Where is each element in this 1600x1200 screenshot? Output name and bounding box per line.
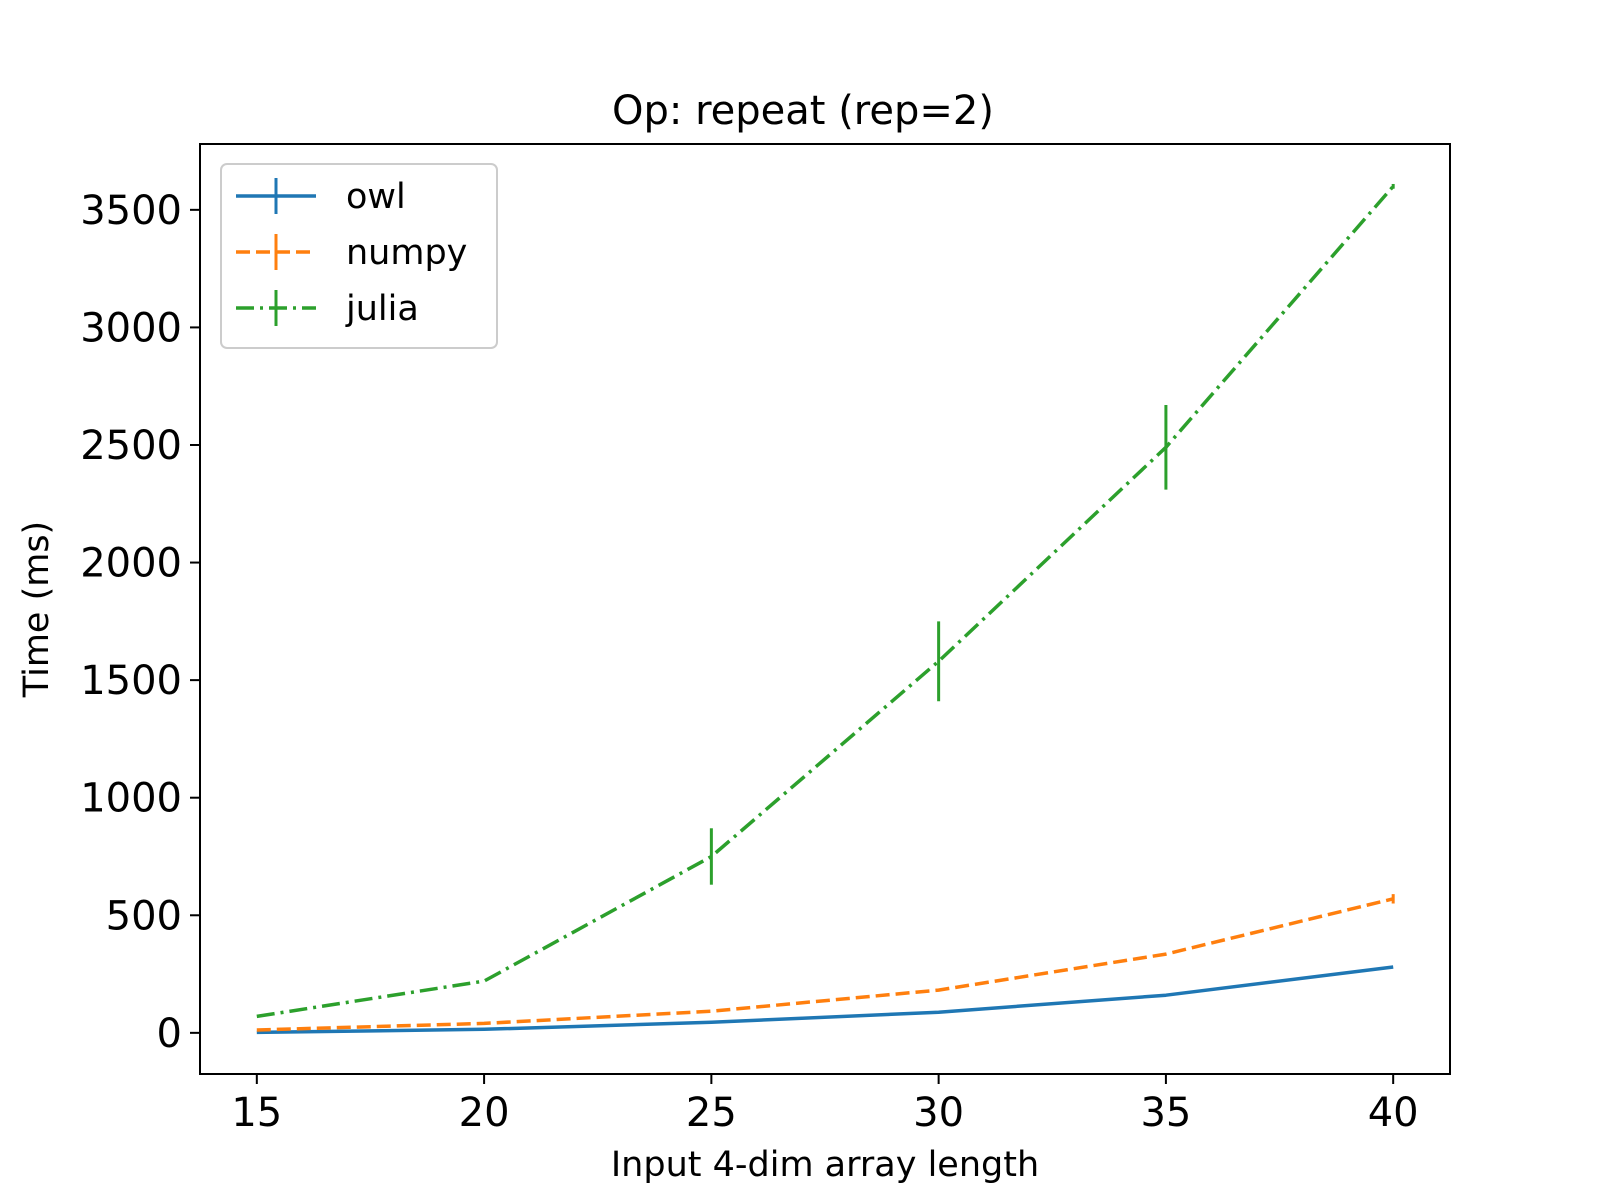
series-layer [256,183,1395,1035]
y-tick-label: 3500 [80,188,182,234]
x-tick-label: 40 [1368,1090,1419,1136]
y-axis-label: Time (ms) [17,521,57,698]
plot-frame [199,143,1451,1075]
series-line-owl [256,965,1394,1035]
legend-label-owl: owl [346,177,406,217]
y-axis-ticks: 0 500 1000 1500 2000 2500 3000 3500 [80,188,200,1057]
x-tick-label: 20 [459,1090,510,1136]
y-tick-label: 1000 [80,776,182,822]
x-tick-label: 25 [686,1090,737,1136]
series-owl [256,965,1394,1035]
y-tick-label: 0 [157,1011,182,1057]
x-axis-ticks: 15 20 25 30 35 40 [231,1074,1419,1136]
legend-label-julia: julia [345,289,419,329]
y-tick-label: 1500 [80,658,182,704]
legend-label-numpy: numpy [346,233,467,273]
y-tick-label: 2000 [80,541,182,587]
legend: owl numpy julia [220,163,498,349]
series-line-julia [256,185,1395,1019]
legend-box [220,163,498,349]
y-tick-label: 3000 [80,305,182,351]
y-tick-label: 500 [106,893,182,939]
series-line-numpy [256,897,1394,1032]
x-axis-label: Input 4-dim array length [611,1145,1039,1185]
series-julia [256,183,1395,1019]
chart-title: Op: repeat (rep=2) [612,88,994,134]
x-tick-label: 30 [913,1090,964,1136]
x-tick-label: 35 [1140,1090,1191,1136]
series-numpy [256,894,1395,1032]
y-tick-label: 2500 [80,423,182,469]
x-tick-label: 15 [231,1090,282,1136]
